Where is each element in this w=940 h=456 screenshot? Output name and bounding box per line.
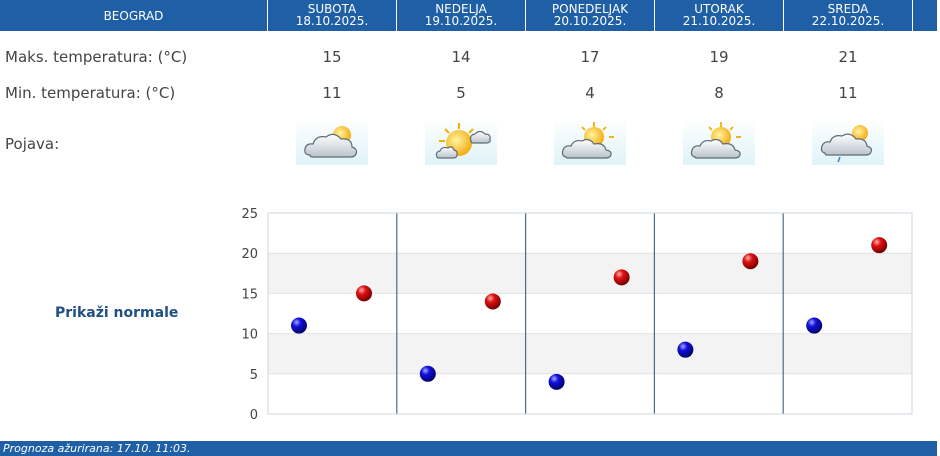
max-temp-point	[742, 253, 759, 270]
day-name: SREDA	[827, 2, 869, 16]
sunny-cloud-icon	[425, 119, 497, 165]
y-tick-label: 0	[250, 408, 258, 423]
day-header: NEDELJA 19.10.2025.	[397, 0, 525, 31]
max-temp-point	[484, 293, 501, 310]
phenomenon-label: Pojava:	[5, 135, 60, 153]
day-header: SUBOTA 18.10.2025.	[268, 0, 396, 31]
day-date: 19.10.2025.	[424, 14, 498, 28]
min-temp-value: 11	[322, 84, 342, 102]
max-temp-point	[356, 285, 372, 302]
max-temp-value: 14	[451, 48, 471, 66]
y-tick-label: 25	[241, 207, 258, 222]
show-normals-link[interactable]: Prikaži normale	[55, 305, 179, 321]
grid-band	[268, 333, 912, 374]
min-temp-value: 5	[456, 84, 466, 102]
partly-cloudy-icon	[683, 119, 755, 165]
day-name: NEDELJA	[435, 2, 487, 16]
partly-cloudy-icon	[554, 119, 626, 165]
min-temp-label: Min. temperatura: (°C)	[5, 84, 176, 102]
day-header: UTORAK 21.10.2025.	[655, 0, 783, 31]
min-temp-point	[419, 365, 436, 382]
max-temp-value: 21	[838, 48, 858, 66]
day-name: PONEDELJAK	[551, 2, 629, 16]
day-date: 18.10.2025.	[295, 14, 369, 28]
grid-band	[268, 253, 912, 294]
max-temp-label: Maks. temperatura: (°C)	[5, 48, 188, 66]
min-temp-point	[291, 317, 307, 334]
day-header: PONEDELJAK 20.10.2025.	[526, 0, 654, 31]
max-temp-value: 15	[322, 48, 342, 66]
max-temp-point	[613, 269, 630, 286]
cloudy-sun-icon	[296, 119, 368, 165]
y-tick-label: 5	[250, 368, 258, 383]
min-temp-value: 4	[585, 84, 595, 102]
update-footer: Prognoza ažurirana: 17.10. 11:03.	[0, 441, 937, 456]
day-date: 20.10.2025.	[553, 14, 627, 28]
max-temp-value: 17	[580, 48, 600, 66]
y-tick-label: 20	[241, 247, 258, 262]
min-temp-value: 11	[838, 84, 858, 102]
day-header: SREDA 22.10.2025.	[784, 0, 912, 31]
min-temp-value: 8	[714, 84, 724, 102]
y-tick-label: 10	[241, 328, 258, 343]
day-name: SUBOTA	[307, 2, 357, 16]
day-name: UTORAK	[694, 2, 744, 16]
location-title: BEOGRAD	[103, 8, 164, 23]
max-temp-value: 19	[709, 48, 729, 66]
day-date: 21.10.2025.	[682, 14, 756, 28]
min-temp-point	[548, 373, 565, 390]
plot-frame	[267, 212, 913, 415]
day-date: 22.10.2025.	[811, 14, 885, 28]
y-tick-label: 15	[241, 287, 258, 302]
min-temp-point	[677, 341, 694, 358]
forecast-header: BEOGRAD SUBOTA 18.10.2025. NEDELJA 19.10…	[0, 0, 937, 31]
cloudy-light-rain-icon	[812, 119, 884, 165]
max-temp-point	[871, 237, 888, 254]
min-temp-point	[806, 317, 823, 334]
